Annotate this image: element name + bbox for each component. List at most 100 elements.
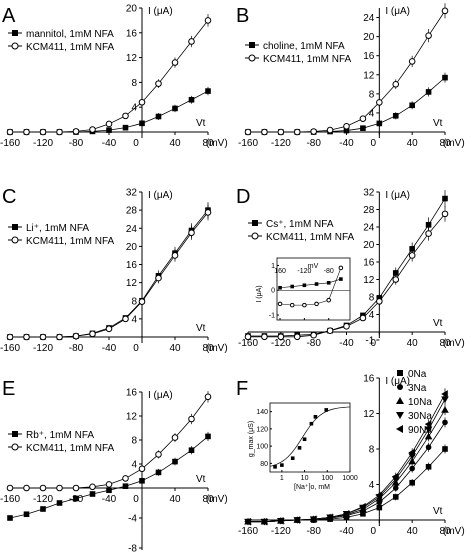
y-axis-label: I (μA): [385, 190, 410, 201]
legend-marker: [396, 397, 404, 404]
data-point: [392, 270, 399, 276]
legend-entry: KCM411, 1mM NFA: [26, 443, 114, 454]
legend-entry: 30Na: [408, 411, 432, 422]
data-point: [105, 120, 113, 128]
data-point: [408, 448, 415, 457]
data-point: [408, 457, 416, 465]
data-point: [343, 122, 350, 130]
inset-data-point: [302, 302, 307, 308]
data-point: [72, 332, 80, 340]
y-tick-label: 12: [363, 275, 375, 286]
panel-b: B -160 -120 -80 -40 0 40 80(mV)Vt 4 8 12 16 20 24 I (μ…: [236, 3, 465, 149]
inset-data-point: [302, 283, 307, 288]
x-tick-label: 0: [371, 526, 377, 537]
x-tick-label: 0: [133, 343, 139, 354]
inset-x-tick-label: -80: [324, 268, 334, 275]
x-tick-label: 40: [407, 138, 419, 149]
data-point: [244, 128, 252, 136]
legend-entry: KCM411, 1mM NFA: [266, 232, 354, 243]
x-axis-label: Vt: [433, 506, 443, 517]
data-point: [188, 447, 195, 453]
y-tick-label: 4: [369, 310, 375, 321]
x-tick-label: 40: [169, 494, 181, 505]
data-point: [442, 419, 448, 426]
data-point: [122, 475, 129, 482]
inset-data-point: [314, 301, 319, 307]
data-point: [424, 426, 433, 434]
y-tick-label: 4: [369, 480, 375, 491]
data-point: [375, 491, 383, 499]
data-point: [205, 88, 211, 94]
data-point: [138, 465, 146, 473]
y-tick-label: 28: [363, 205, 375, 216]
y-tick-label: 20: [363, 240, 375, 251]
data-point: [442, 195, 448, 202]
legend-marker: [252, 220, 258, 226]
data-point: [89, 330, 96, 338]
data-point: [138, 298, 146, 305]
inset-frame: [269, 402, 351, 473]
inset-series-line: [280, 278, 341, 289]
data-point: [442, 446, 448, 452]
y-tick-label: 12: [126, 412, 138, 423]
y-tick-label: 20: [126, 4, 138, 15]
inset-data-point: [277, 301, 283, 307]
y-tick-label: 28: [126, 206, 138, 217]
legend-marker: [11, 443, 19, 451]
y-tick-label: 12: [363, 409, 375, 420]
x-unit: (mV): [206, 138, 228, 149]
x-unit: (mV): [206, 343, 228, 354]
data-point: [188, 415, 195, 423]
panel-label: A: [2, 5, 16, 27]
data-point: [310, 128, 317, 135]
y-tick-label: 12: [126, 278, 138, 289]
series-1: [7, 431, 211, 521]
x-tick-label: -40: [339, 138, 354, 149]
legend-entry: Li⁺, 1mM NFA: [26, 223, 89, 234]
x-tick-label: 80: [439, 526, 451, 537]
data-point: [376, 99, 383, 106]
x-tick-label: 0: [133, 138, 139, 149]
legend-entry: Cs⁺, 1mM NFA: [266, 219, 334, 230]
data-point: [155, 469, 162, 476]
data-point: [204, 209, 212, 216]
inset-frame: [276, 257, 351, 321]
legend-marker: [12, 431, 18, 437]
data-point: [424, 420, 432, 428]
x-tick-label: -160: [0, 494, 20, 505]
inset-y-tick-label: 0: [271, 288, 275, 295]
data-point: [342, 509, 350, 518]
legend-entry: mannitol, 1mM NFA: [26, 29, 114, 40]
x-tick-label: 0: [133, 494, 139, 505]
legend-marker: [396, 425, 403, 433]
panel-label: F: [236, 378, 248, 400]
y-tick-label: -4: [128, 514, 137, 525]
y-tick-label: 8: [369, 89, 375, 100]
inset-y-tick-label: 1: [271, 263, 275, 270]
legend-entry: KCM411, 1mM NFA: [26, 42, 114, 53]
data-point: [409, 102, 415, 109]
data-point: [309, 515, 317, 523]
data-point: [425, 230, 432, 237]
data-point: [326, 513, 333, 522]
y-axis-label: I (μA): [148, 390, 173, 401]
y-axis-label: I (μA): [148, 190, 173, 201]
legend-marker: [12, 30, 18, 36]
data-point: [441, 390, 448, 398]
data-point: [172, 458, 178, 465]
data-point: [171, 59, 179, 66]
data-point: [89, 126, 96, 133]
data-point: [72, 128, 80, 135]
data-point: [408, 252, 416, 259]
inset-x-tick-label: 100: [321, 475, 333, 482]
x-tick-label: -120: [271, 338, 291, 349]
y-tick-label: 16: [363, 374, 375, 385]
y-tick-label: 8: [369, 293, 375, 304]
inset-data-point: [309, 421, 314, 426]
data-point: [310, 331, 317, 339]
data-point: [6, 484, 14, 492]
legend-entry: KCM411, 1mM NFA: [263, 54, 351, 65]
legend-marker: [251, 232, 259, 240]
